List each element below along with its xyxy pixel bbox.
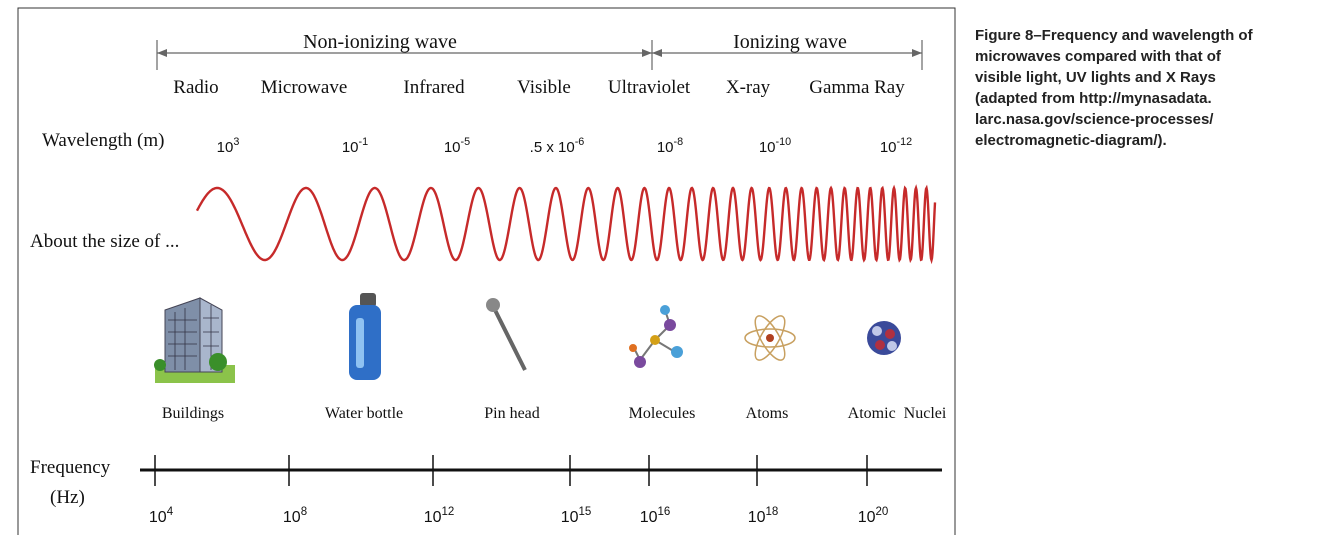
band-label: Microwave [261, 77, 348, 98]
frequency-value: 108 [283, 506, 307, 526]
wavelength-value-base: 10 [217, 139, 234, 156]
band-label: Radio [173, 77, 218, 98]
wave [195, 184, 937, 265]
band-label: Ultraviolet [608, 77, 691, 98]
frequency-value: 1018 [748, 506, 779, 526]
wavelength-value-exponent: 3 [233, 136, 239, 148]
object-label: Pin head [484, 405, 540, 422]
atom-icon [744, 315, 796, 361]
wavelength-value-base: .5 x 10 [530, 139, 575, 156]
size-label: About the size of ... [30, 231, 179, 252]
object-label: Molecules [629, 405, 696, 422]
wavelength-value-base: 10 [657, 139, 674, 156]
frequency-value-exponent: 4 [167, 506, 174, 518]
wavelength-value-exponent: -6 [575, 136, 585, 148]
frequency-value: 1016 [640, 506, 671, 526]
frequency-value-base: 10 [640, 509, 658, 526]
wavelength-value: 10-1 [342, 136, 368, 156]
object-label: Atomic Nuclei [848, 405, 947, 422]
wavelength-value-exponent: -5 [461, 136, 471, 148]
frequency-value-base: 10 [149, 509, 167, 526]
band-label: X-ray [726, 77, 771, 98]
frequency-value: 104 [149, 506, 174, 526]
frequency-value-base: 10 [283, 509, 301, 526]
frequency-value-exponent: 8 [301, 506, 307, 518]
frequency-value-exponent: 15 [578, 506, 591, 518]
frequency-value-base: 10 [748, 509, 766, 526]
nucleus-icon [867, 321, 901, 355]
wavelength-value-exponent: -12 [897, 136, 913, 148]
ionizing-label: Ionizing wave [733, 31, 847, 53]
wavelength-value-base: 10 [444, 139, 461, 156]
frequency-value-base: 10 [424, 509, 442, 526]
object-label: Atoms [746, 405, 789, 422]
wavelength-value-exponent: -1 [359, 136, 369, 148]
non-ionizing-label: Non-ionizing wave [303, 31, 457, 53]
wavelength-label: Wavelength (m) [42, 130, 164, 151]
frequency-value: 1020 [858, 506, 889, 526]
caption-line: (adapted from http://mynasadata. [975, 90, 1212, 107]
wavelength-value: 10-10 [759, 136, 791, 156]
frequency-value-exponent: 20 [875, 506, 888, 518]
range-arrows [156, 40, 923, 70]
band-label: Infrared [403, 77, 465, 98]
wavelength-value-base: 10 [342, 139, 359, 156]
frame [17, 7, 956, 535]
wavelength-value: 10-12 [880, 136, 912, 156]
wavelength-value: 10-5 [444, 136, 470, 156]
object-label: Water bottle [325, 405, 403, 422]
band-label: Visible [517, 77, 571, 98]
caption-line: larc.nasa.gov/science-processes/ [975, 111, 1214, 128]
wavelength-value-base: 10 [759, 139, 776, 156]
caption-line: electromagnetic-diagram/). [975, 132, 1167, 149]
pin-icon [486, 298, 527, 371]
frequency-label: Frequency [30, 457, 111, 478]
frequency-value-base: 10 [561, 509, 579, 526]
frequency-value-exponent: 16 [657, 506, 670, 518]
band-label: Gamma Ray [809, 77, 905, 98]
wavelength-value: 10-8 [657, 136, 683, 156]
frequency-value-base: 10 [858, 509, 876, 526]
frequency-value: 1015 [561, 506, 592, 526]
frequency-value-exponent: 12 [441, 506, 454, 518]
caption-line: Figure 8–Frequency and wavelength of [975, 27, 1254, 44]
caption-line: visible light, UV lights and X Rays [975, 69, 1216, 86]
wavelength-value: .5 x 10-6 [530, 136, 585, 156]
wavelength-value-exponent: -8 [674, 136, 684, 148]
frequency-label: (Hz) [50, 487, 85, 508]
wavelength-value-base: 10 [880, 139, 897, 156]
object-label: Buildings [162, 405, 224, 422]
wavelength-value-exponent: -10 [776, 136, 792, 148]
frequency-value: 1012 [424, 506, 455, 526]
bottle-icon [349, 293, 381, 380]
molecule-icon [629, 305, 683, 368]
building-icon [154, 297, 235, 383]
wavelength-value: 103 [217, 136, 240, 156]
caption-line: microwaves compared with that of [975, 48, 1222, 65]
frequency-value-exponent: 18 [765, 506, 778, 518]
